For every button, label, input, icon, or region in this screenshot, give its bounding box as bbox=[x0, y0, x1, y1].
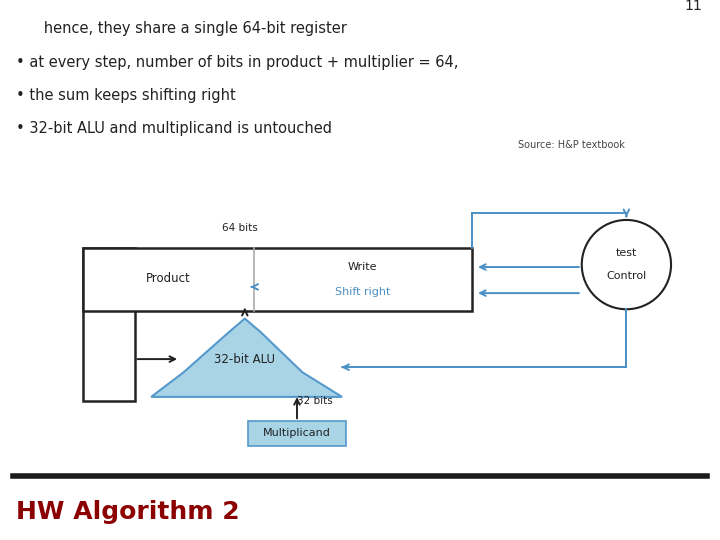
Text: • the sum keeps shifting right: • the sum keeps shifting right bbox=[16, 88, 235, 103]
Text: 64 bits: 64 bits bbox=[222, 223, 257, 233]
Text: 32 bits: 32 bits bbox=[297, 396, 333, 406]
FancyBboxPatch shape bbox=[248, 421, 346, 445]
Text: Multiplicand: Multiplicand bbox=[263, 428, 331, 438]
Text: 11: 11 bbox=[684, 0, 702, 14]
Text: HW Algorithm 2: HW Algorithm 2 bbox=[16, 500, 240, 524]
Text: 32-bit ALU: 32-bit ALU bbox=[215, 353, 275, 366]
Text: hence, they share a single 64-bit register: hence, they share a single 64-bit regist… bbox=[16, 21, 347, 36]
Text: • 32-bit ALU and multiplicand is untouched: • 32-bit ALU and multiplicand is untouch… bbox=[16, 122, 332, 137]
Text: Product: Product bbox=[146, 272, 191, 285]
Text: Shift right: Shift right bbox=[335, 287, 390, 297]
Text: Source: H&P textbook: Source: H&P textbook bbox=[518, 140, 625, 151]
Polygon shape bbox=[151, 319, 342, 397]
FancyBboxPatch shape bbox=[83, 248, 472, 310]
Ellipse shape bbox=[582, 220, 671, 309]
Text: • at every step, number of bits in product + multiplier = 64,: • at every step, number of bits in produ… bbox=[16, 55, 458, 70]
Text: Write: Write bbox=[348, 262, 377, 272]
Text: Control: Control bbox=[606, 272, 647, 281]
FancyBboxPatch shape bbox=[83, 248, 135, 401]
Text: test: test bbox=[616, 248, 637, 258]
